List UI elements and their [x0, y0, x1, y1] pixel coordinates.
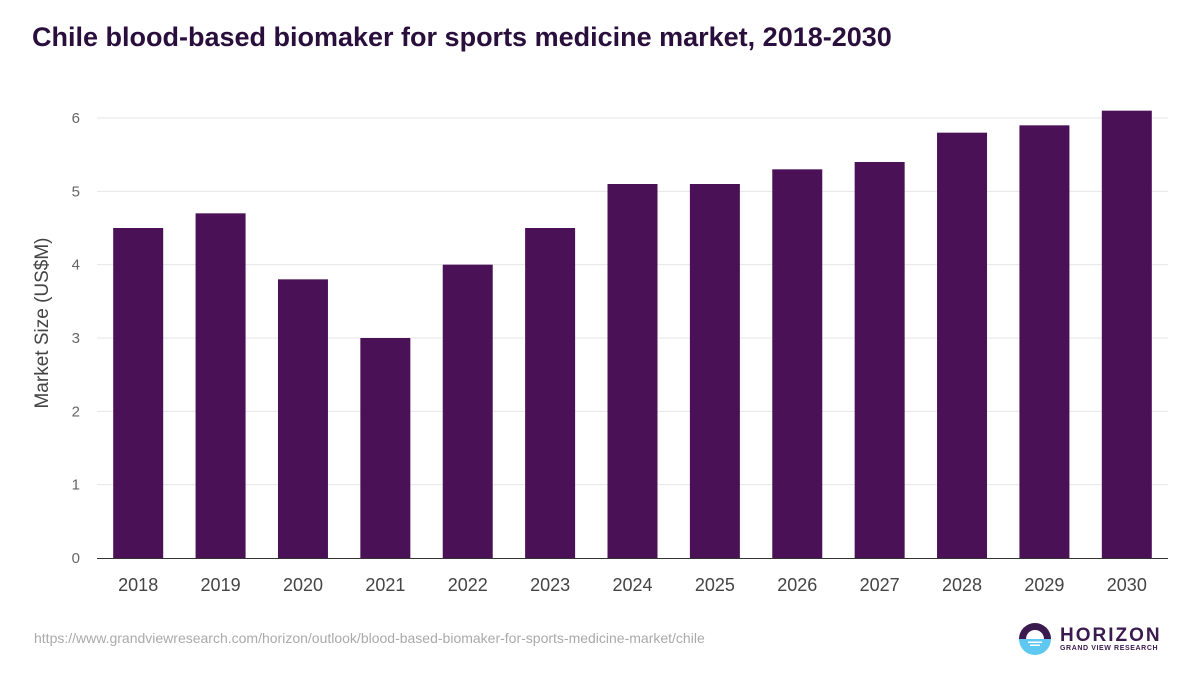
- bar-2030: [1101, 110, 1152, 559]
- bar-2027: [854, 162, 905, 558]
- x-tick-label: 2023: [530, 575, 570, 595]
- bar-2029: [1019, 125, 1070, 558]
- x-tick-label: 2027: [860, 575, 900, 595]
- x-tick-label: 2024: [612, 575, 652, 595]
- x-tick-label: 2028: [942, 575, 982, 595]
- bar-2022: [442, 264, 493, 558]
- horizon-logo: HORIZON GRAND VIEW RESEARCH: [1018, 622, 1162, 656]
- y-tick-label: 1: [72, 477, 80, 494]
- source-url[interactable]: https://www.grandviewresearch.com/horizo…: [34, 630, 705, 646]
- x-tick-label: 2026: [777, 575, 817, 595]
- chart-title: Chile blood-based biomaker for sports me…: [32, 22, 892, 52]
- x-tick-label: 2018: [118, 575, 158, 595]
- bar-2024: [607, 184, 658, 558]
- y-tick-label: 4: [72, 257, 80, 274]
- x-tick-label: 2022: [448, 575, 488, 595]
- x-tick-label: 2030: [1107, 575, 1147, 595]
- bar-2028: [937, 132, 988, 558]
- bar-2020: [277, 279, 328, 558]
- x-tick-label: 2021: [365, 575, 405, 595]
- x-tick-label: 2025: [695, 575, 735, 595]
- y-tick-label: 2: [72, 403, 80, 420]
- logo-sub: GRAND VIEW RESEARCH: [1060, 644, 1159, 652]
- bar-2018: [113, 228, 164, 558]
- bar-2021: [360, 338, 411, 558]
- y-tick-label: 0: [72, 550, 80, 567]
- bar-2025: [689, 184, 740, 558]
- bar-2023: [525, 228, 576, 558]
- y-tick-label: 3: [72, 330, 80, 347]
- y-tick-label: 5: [72, 183, 80, 200]
- bar-2026: [772, 169, 823, 559]
- bar-2019: [195, 213, 246, 559]
- y-tick-label: 6: [72, 110, 80, 127]
- x-tick-label: 2020: [283, 575, 323, 595]
- x-tick-label: 2019: [201, 575, 241, 595]
- logo-name: HORIZON: [1060, 624, 1162, 646]
- y-axis-label: Market Size (US$M): [32, 237, 53, 408]
- horizon-logo-icon: [1019, 623, 1051, 655]
- x-tick-label: 2029: [1024, 575, 1064, 595]
